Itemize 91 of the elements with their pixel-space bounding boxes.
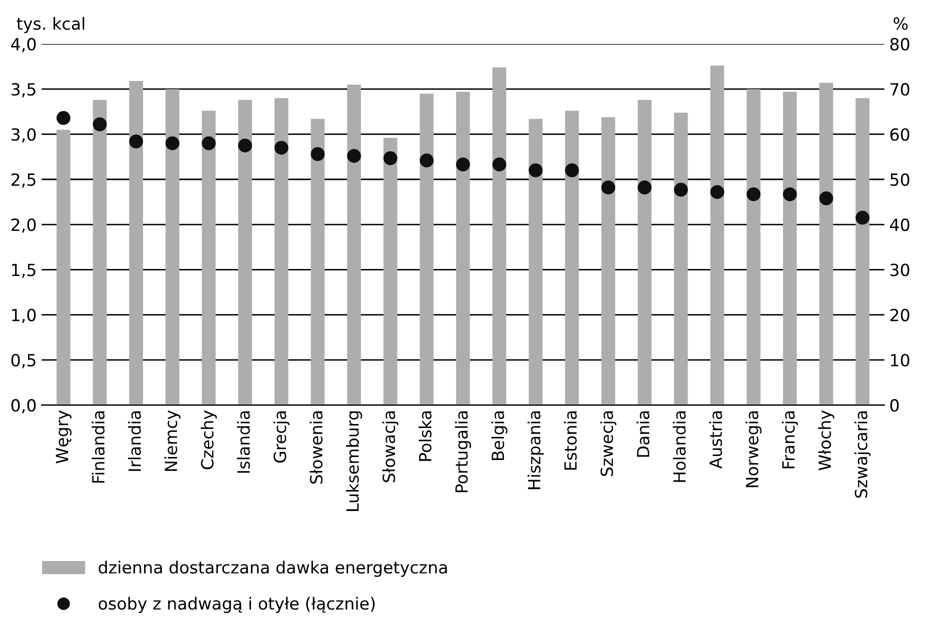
- bar: [129, 80, 144, 406]
- x-tick-label: Słowacja: [382, 411, 398, 482]
- bar: [856, 98, 870, 406]
- bar: [274, 98, 288, 406]
- point: [129, 134, 144, 148]
- bar: [528, 118, 543, 406]
- point: [746, 187, 761, 202]
- x-tick-label: Finlandia: [92, 411, 105, 483]
- bar: [638, 100, 652, 406]
- y2-axis-title: %: [894, 17, 908, 30]
- point: [456, 158, 470, 172]
- point: [565, 163, 579, 178]
- x-tick-label: Estonia: [564, 411, 577, 470]
- point: [528, 163, 543, 178]
- point: [674, 182, 688, 197]
- bar: [238, 100, 252, 406]
- bar: [92, 100, 107, 406]
- bar: [456, 92, 470, 406]
- y2-tick-label: 70: [890, 83, 910, 96]
- x-tick-label: Szwecja: [600, 411, 616, 476]
- bar: [710, 66, 724, 406]
- x-tick-label: Niemcy: [164, 410, 180, 471]
- y-tick-label: 2,0: [12, 218, 36, 233]
- point: [92, 117, 107, 132]
- x-tick-label: Francja: [782, 411, 798, 468]
- y-tick-label: 4,0: [11, 38, 36, 52]
- point: [492, 158, 506, 172]
- bar: [383, 138, 398, 406]
- y2-tick-label: 10: [891, 354, 910, 366]
- y-tick-label: 3,5: [12, 83, 36, 98]
- y-tick-label: 1,0: [12, 308, 36, 324]
- x-tick-label: Luksemburg: [346, 411, 362, 511]
- legend-label: osoby z nadwagą i otyłe (łącznie): [98, 596, 375, 613]
- x-tick-label: Holandia: [672, 411, 686, 482]
- x-tick-label: Belgia: [491, 411, 508, 460]
- y2-tick-label: 60: [890, 128, 910, 141]
- x-tick-label: Dania: [636, 411, 650, 457]
- bar: [492, 67, 506, 406]
- bar: [819, 82, 834, 406]
- bar: [746, 89, 760, 406]
- y2-tick-label: 30: [890, 264, 910, 276]
- legend-label: dzienna dostarczana dawka energetyczna: [98, 560, 447, 577]
- y-tick-label: 3,0: [12, 128, 36, 143]
- point: [710, 185, 724, 199]
- point: [310, 147, 325, 162]
- bar: [202, 110, 216, 406]
- x-tick-label: Węgry: [56, 410, 72, 464]
- point: [638, 180, 652, 194]
- y-tick-label: 1,5: [12, 264, 36, 278]
- bar: [166, 89, 180, 406]
- x-tick-label: Islandia: [237, 411, 250, 473]
- point: [856, 210, 870, 225]
- x-tick-label: Austria: [709, 411, 722, 469]
- x-tick-label: Norwegia: [746, 411, 762, 488]
- x-tick-label: Portugalia: [454, 411, 472, 492]
- bar: [310, 118, 325, 406]
- point: [601, 180, 616, 194]
- point: [782, 187, 797, 202]
- bar: [782, 92, 797, 406]
- x-tick-label: Hiszpania: [528, 411, 544, 490]
- point: [238, 138, 252, 152]
- x-tick-label: Szwajcaria: [854, 411, 871, 498]
- x-tick-label: Grecja: [273, 411, 290, 463]
- x-tick-label: Włochy: [818, 410, 834, 470]
- y2-tick-label: 80: [890, 38, 910, 51]
- point: [56, 111, 70, 125]
- x-tick-label: Słowenia: [310, 411, 323, 484]
- y-tick-label: 0,5: [11, 354, 36, 368]
- y2-tick-label: 20: [890, 308, 910, 322]
- point: [819, 191, 834, 206]
- point: [383, 151, 398, 166]
- x-tick-label: Irlandia: [128, 411, 141, 471]
- point: [202, 136, 216, 150]
- bar: [420, 94, 434, 406]
- x-tick-label: Czechy: [200, 410, 217, 470]
- point: [420, 153, 434, 168]
- bar: [56, 130, 70, 406]
- y-axis-title: tys. kcal: [16, 16, 84, 34]
- y2-tick-label: 40: [890, 218, 910, 232]
- point: [347, 148, 361, 163]
- bar: [565, 110, 579, 406]
- y-tick-label: 0,0: [11, 399, 36, 414]
- bar: [347, 84, 361, 406]
- y2-tick-label: 0: [890, 399, 899, 412]
- bar: [601, 117, 616, 406]
- y2-tick-label: 50: [890, 173, 910, 186]
- point: [165, 136, 180, 150]
- y-tick-label: 2,5: [12, 173, 36, 188]
- point: [274, 140, 288, 155]
- x-tick-label: Polska: [418, 411, 432, 461]
- bar: [674, 112, 688, 406]
